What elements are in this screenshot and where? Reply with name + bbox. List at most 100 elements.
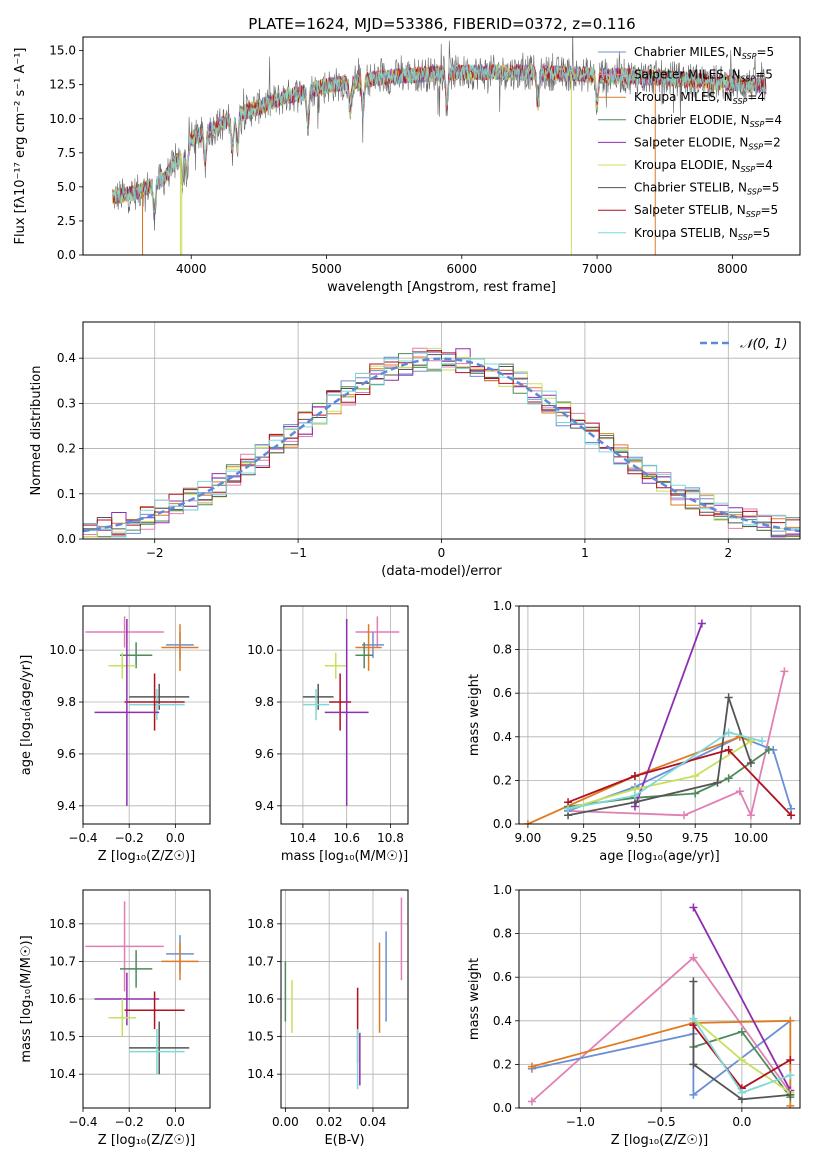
errorbar	[355, 624, 382, 671]
y-tick-label: 0.2	[493, 1057, 512, 1071]
x-tick-label: −0.2	[115, 831, 144, 845]
weight_vs_Z-series	[527, 903, 795, 1108]
weight_vs_age-series	[523, 619, 796, 824]
errorbar	[94, 972, 160, 1026]
x-tick-label: 5000	[311, 262, 342, 276]
y-tick-label: 10.8	[49, 917, 76, 931]
weight-marker	[630, 772, 639, 781]
x-tick-label: 10.00	[734, 831, 768, 845]
y-tick-label: 15.0	[49, 44, 76, 58]
mass_vs_ebv-axes: 0.00 0.02 0.04 10.4 10.5 10.6 10.7 10.8 E(B-V)	[247, 890, 408, 1148]
x-tick-label: 7000	[582, 262, 613, 276]
y-axis-label: mass [log₁₀(M/M☉)]	[19, 935, 34, 1062]
errorbar	[85, 616, 164, 648]
weight-marker	[737, 1056, 746, 1065]
weight-marker	[786, 1016, 795, 1025]
x-tick-label: 10.6	[333, 831, 360, 845]
x-tick-label: 9.00	[515, 831, 542, 845]
weight-marker	[786, 1056, 795, 1065]
x-tick-label: 0	[438, 546, 446, 560]
weight-marker	[689, 977, 698, 986]
weight-marker	[724, 745, 733, 754]
age_vs_Z-errorbars	[85, 616, 199, 806]
y-tick-label: 0.0	[57, 248, 76, 262]
y-axis-label: mass weight	[467, 958, 482, 1040]
weight-line	[567, 731, 763, 810]
legend-label: Chabrier MILES, NSSP=5	[634, 45, 774, 61]
y-tick-label: 0.4	[57, 351, 76, 365]
residual-histograms	[83, 347, 800, 538]
weight-line	[692, 906, 792, 1092]
age_vs_mass-errorbars	[302, 616, 400, 806]
weight-marker	[737, 1088, 746, 1097]
weight-marker	[780, 667, 789, 676]
age_vs_mass-frame	[280, 605, 409, 825]
errorbar	[355, 642, 373, 669]
mass_vs_Z-errorbars	[85, 901, 199, 1075]
weight-marker	[724, 693, 733, 702]
y-tick-label: 9.4	[255, 799, 274, 813]
errorbar	[119, 950, 153, 988]
y-tick-label: 0.4	[493, 730, 512, 744]
spectrum-frame	[82, 36, 801, 256]
y-tick-label: 9.6	[255, 747, 274, 761]
y-tick-label: 0.4	[493, 1014, 512, 1028]
x-tick-label: 9.50	[626, 831, 653, 845]
age_vs_mass-axes: 10.4 10.6 10.8 9.4 9.6 9.8 10.0 mass [log₁₀(M/M…	[247, 606, 408, 864]
y-tick-label: 1.0	[493, 599, 512, 613]
weight-marker	[691, 789, 700, 798]
errorbar	[324, 618, 369, 806]
errorbar	[108, 999, 137, 1037]
weight-marker	[564, 804, 573, 813]
y-tick-label: 0.8	[493, 643, 512, 657]
mass_vs_ebv-frame	[280, 889, 409, 1109]
x-tick-label: −1	[289, 546, 307, 560]
spectrum-series	[112, 64, 767, 214]
errorbar	[161, 942, 199, 981]
errorbar	[94, 618, 160, 806]
weight-marker	[713, 778, 722, 787]
spectrum-legend: Chabrier MILES, NSSP=5 Salpeter MILES, NS…	[598, 45, 782, 242]
errorbar	[119, 642, 153, 669]
y-tick-label: 1.0	[493, 883, 512, 897]
x-tick-label: 0.0	[732, 1115, 751, 1129]
y-tick-label: 10.0	[49, 643, 76, 657]
errorbar	[85, 901, 164, 992]
age_vs_Z-frame	[82, 605, 211, 825]
weight-marker	[691, 772, 700, 781]
errorbar	[302, 683, 334, 710]
x-tick-label: 0.00	[272, 1115, 299, 1129]
y-tick-label: 10.4	[49, 1067, 76, 1081]
mass_vs_ebv-errorbars	[284, 897, 403, 1090]
x-tick-label: 6000	[447, 262, 478, 276]
y-tick-label: 10.8	[247, 917, 274, 931]
y-tick-label: 10.6	[247, 992, 274, 1006]
x-axis-label: mass [log₁₀(M/M☉)]	[281, 849, 408, 864]
y-tick-label: 9.6	[57, 747, 76, 761]
legend-label: Kroupa ELODIE, NSSP=4	[634, 158, 773, 174]
weight-marker	[737, 1027, 746, 1036]
x-tick-label: −0.4	[68, 831, 97, 845]
x-tick-label: 9.25	[570, 831, 597, 845]
x-tick-label: 8000	[717, 262, 748, 276]
x-tick-label: 0.02	[316, 1115, 343, 1129]
weight-marker	[758, 737, 767, 746]
x-tick-label: −0.2	[115, 1115, 144, 1129]
weight-marker	[523, 820, 532, 824]
figure-title: PLATE=1624, MJD=53386, FIBERID=0372, z=0…	[248, 15, 635, 33]
weight-marker	[680, 811, 689, 820]
y-tick-label: 0.3	[57, 396, 76, 410]
x-tick-label: −0.5	[647, 1115, 676, 1129]
legend-label: 𝒩(0, 1)	[740, 337, 787, 352]
y-tick-label: 0.6	[493, 970, 512, 984]
y-tick-label: 5.0	[57, 180, 76, 194]
weight-marker	[724, 774, 733, 783]
errorbar	[324, 652, 347, 679]
y-axis-label: mass weight	[467, 674, 482, 756]
legend-label: Kroupa STELIB, NSSP=5	[634, 226, 770, 242]
weight-marker	[724, 728, 733, 737]
gaussian-curve	[83, 357, 800, 533]
y-tick-label: 9.8	[255, 695, 274, 709]
y-tick-label: 9.4	[57, 799, 76, 813]
residuals-axes: −2 −1 0 1 2 0.0 0.1 0.2 0.3 0.4 (data-model)/error…	[29, 322, 800, 579]
